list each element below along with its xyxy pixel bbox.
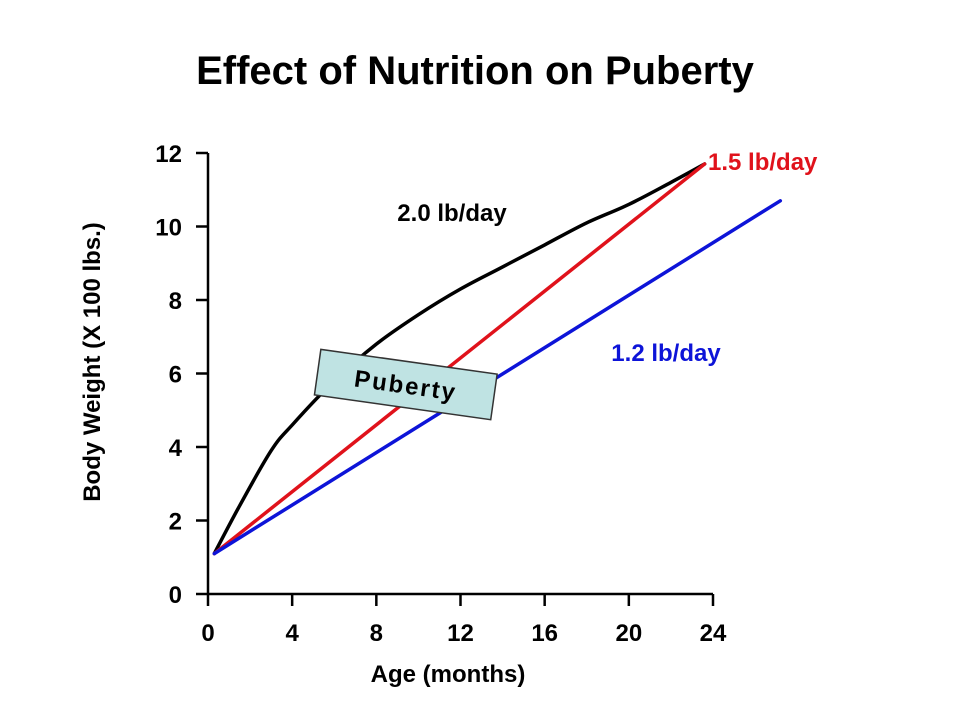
puberty-box	[313, 348, 498, 421]
y-tick-label: 2	[169, 509, 182, 536]
series-label: 1.5 lb/day	[708, 149, 818, 176]
x-tick-label: 24	[700, 620, 727, 647]
series-line-2-0-lb-day	[212, 162, 707, 556]
x-tick-label: 12	[447, 620, 474, 647]
y-tick-label: 4	[169, 435, 183, 462]
y-tick-label: 0	[169, 582, 182, 609]
x-tick-label: 20	[615, 620, 642, 647]
annotation-layer: Puberty	[313, 348, 498, 421]
x-tick-label: 16	[531, 620, 558, 647]
x-axis-ticks: 0 4 8 12 16 20 24	[201, 594, 727, 647]
x-tick-label: 0	[201, 620, 214, 647]
x-tick-label: 4	[285, 620, 299, 647]
series-label: 2.0 lb/day	[397, 200, 507, 227]
y-tick-label: 8	[169, 288, 182, 315]
y-tick-label: 12	[155, 141, 182, 168]
y-axis-label: Body Weight (X 100 lbs.)	[79, 222, 106, 502]
series-line-1-5-lb-day	[212, 162, 707, 556]
x-axis-label: Age (months)	[371, 661, 526, 688]
y-tick-label: 10	[155, 215, 182, 242]
series-labels: 2.0 lb/day 1.5 lb/day 1.2 lb/day	[397, 149, 818, 367]
puberty-annotation: Puberty	[313, 348, 498, 421]
y-tick-label: 6	[169, 362, 182, 389]
chart-title: Effect of Nutrition on Puberty	[196, 49, 755, 93]
series-label: 1.2 lb/day	[611, 340, 721, 367]
x-tick-label: 8	[370, 620, 383, 647]
y-axis-ticks: 0 2 4 6 8 10 12	[155, 141, 208, 609]
